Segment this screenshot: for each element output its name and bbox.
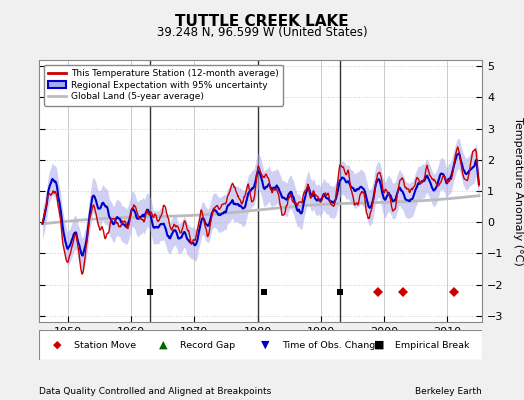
Text: ▲: ▲ xyxy=(159,340,167,350)
Text: ■: ■ xyxy=(374,340,384,350)
Text: Record Gap: Record Gap xyxy=(180,340,235,350)
Text: Data Quality Controlled and Aligned at Breakpoints: Data Quality Controlled and Aligned at B… xyxy=(39,387,271,396)
Text: Time of Obs. Change: Time of Obs. Change xyxy=(282,340,381,350)
Text: Berkeley Earth: Berkeley Earth xyxy=(416,387,482,396)
Legend: This Temperature Station (12-month average), Regional Expectation with 95% uncer: This Temperature Station (12-month avera… xyxy=(44,64,283,106)
Text: TUTTLE CREEK LAKE: TUTTLE CREEK LAKE xyxy=(175,14,349,29)
Text: Empirical Break: Empirical Break xyxy=(395,340,470,350)
Text: ◆: ◆ xyxy=(52,340,61,350)
Text: 39.248 N, 96.599 W (United States): 39.248 N, 96.599 W (United States) xyxy=(157,26,367,39)
Text: Station Move: Station Move xyxy=(74,340,136,350)
Text: ▼: ▼ xyxy=(261,340,269,350)
Y-axis label: Temperature Anomaly (°C): Temperature Anomaly (°C) xyxy=(513,117,523,265)
